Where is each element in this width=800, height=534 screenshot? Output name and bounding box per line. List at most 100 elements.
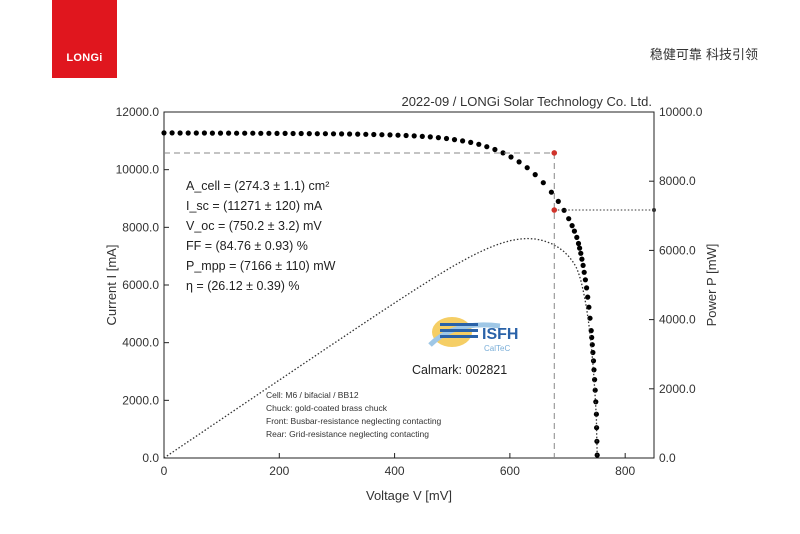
isfh-logo-name: ISFH <box>482 326 518 343</box>
longi-logo: LONGi <box>52 0 117 78</box>
iv-point <box>548 189 555 195</box>
param-ff: FF = (84.76 ± 0.93) % <box>186 239 308 253</box>
iv-point <box>314 131 320 137</box>
parameter-block: A_cell = (274.3 ± 1.1) cm² I_sc = (11271… <box>186 179 336 293</box>
iv-point <box>403 132 409 139</box>
x-tick-label: 600 <box>500 464 520 478</box>
iv-point <box>177 130 183 136</box>
iv-point <box>592 387 598 393</box>
iv-point <box>579 256 585 262</box>
iv-point <box>411 133 417 139</box>
y-axis-label: Current I [mA] <box>104 245 119 326</box>
iv-point <box>282 130 288 136</box>
iv-point <box>234 130 240 136</box>
iv-point <box>592 377 598 383</box>
iv-point <box>363 131 369 137</box>
iv-point <box>169 130 175 136</box>
iv-point <box>242 130 248 136</box>
iv-point <box>516 159 522 165</box>
iv-point <box>577 245 583 251</box>
y-tick-label: 4000.0 <box>122 336 159 350</box>
iv-point <box>355 131 361 137</box>
iv-point <box>347 131 353 137</box>
slogan: 稳健可靠 科技引领 <box>649 48 758 63</box>
notes-block: Cell: M6 / bifacial / BB12 Chuck: gold-c… <box>266 390 442 439</box>
iv-point <box>566 216 572 222</box>
logo-text: LONGi <box>66 52 103 64</box>
iv-point <box>484 144 490 150</box>
mpp-power-marker <box>551 207 558 213</box>
iv-point <box>258 130 264 136</box>
y-tick-label: 12000.0 <box>116 105 160 119</box>
iv-point <box>266 130 272 136</box>
iv-point <box>217 130 224 136</box>
iv-point <box>460 138 466 144</box>
iv-point <box>468 139 474 145</box>
iv-point <box>443 135 450 142</box>
y2-tick-label: 2000.0 <box>659 382 696 396</box>
iv-point <box>585 294 591 300</box>
isfh-logo-bar-2 <box>440 329 478 332</box>
iv-point <box>591 367 597 373</box>
iv-point <box>185 130 191 136</box>
iv-point <box>339 131 345 137</box>
iv-point <box>451 137 458 143</box>
y2-tick-label: 8000.0 <box>659 174 696 188</box>
iv-point <box>492 146 498 153</box>
iv-point <box>274 130 280 136</box>
note-front: Front: Busbar-resistance neglecting cont… <box>266 416 442 426</box>
iv-point <box>322 131 328 137</box>
iv-point <box>569 223 575 229</box>
param-pmpp: P_mpp = (7166 ± 110) mW <box>186 259 336 273</box>
iv-point <box>555 198 561 204</box>
iv-point <box>561 207 567 213</box>
iv-point <box>201 130 207 136</box>
x-tick-label: 0 <box>161 464 168 478</box>
iv-point <box>379 132 385 138</box>
x-tick-label: 400 <box>385 464 405 478</box>
iv-point <box>574 234 580 240</box>
calmark: Calmark: 002821 <box>412 363 507 377</box>
iv-point <box>594 425 600 431</box>
x-axis-label: Voltage V [mV] <box>366 488 452 503</box>
mpp-current-marker <box>551 150 558 156</box>
isfh-logo-swoosh <box>428 322 501 347</box>
y-tick-label: 6000.0 <box>122 278 159 292</box>
iv-point <box>593 411 600 417</box>
x-tick-label: 800 <box>615 464 635 478</box>
iv-point <box>500 150 506 156</box>
iv-point <box>298 130 304 137</box>
note-chuck: Chuck: gold-coated brass chuck <box>266 403 388 413</box>
iv-point <box>395 132 401 138</box>
y-tick-label: 0.0 <box>142 451 159 465</box>
isfh-logo-bar-1 <box>440 323 478 326</box>
y2-tick-label: 6000.0 <box>659 243 696 257</box>
iv-point <box>290 130 296 137</box>
y2-tick-label: 4000.0 <box>659 313 696 327</box>
iv-point <box>250 130 256 136</box>
y-tick-label: 2000.0 <box>122 393 159 407</box>
y2-tick-label: 0.0 <box>659 451 676 465</box>
iv-point <box>161 130 167 136</box>
iv-point <box>419 133 425 139</box>
iv-point <box>586 304 592 310</box>
iv-point <box>435 135 441 141</box>
iv-point <box>571 228 578 234</box>
y-tick-label: 8000.0 <box>122 220 159 234</box>
isfh-logo-bar-3 <box>440 335 478 338</box>
iv-point <box>590 358 597 364</box>
iv-point <box>209 130 215 136</box>
x-tick-label: 200 <box>269 464 289 478</box>
iv-point <box>584 285 590 291</box>
param-eta: η = (26.12 ± 0.39) % <box>186 279 300 293</box>
iv-point <box>371 131 377 138</box>
iv-point <box>582 277 589 283</box>
y-tick-label: 10000.0 <box>116 163 160 177</box>
iv-point <box>226 130 232 136</box>
note-cell: Cell: M6 / bifacial / BB12 <box>266 390 359 400</box>
iv-point <box>330 131 337 137</box>
isfh-logo: ISFH CalTeC <box>428 317 518 353</box>
iv-point <box>532 172 538 178</box>
iv-point <box>578 250 584 256</box>
